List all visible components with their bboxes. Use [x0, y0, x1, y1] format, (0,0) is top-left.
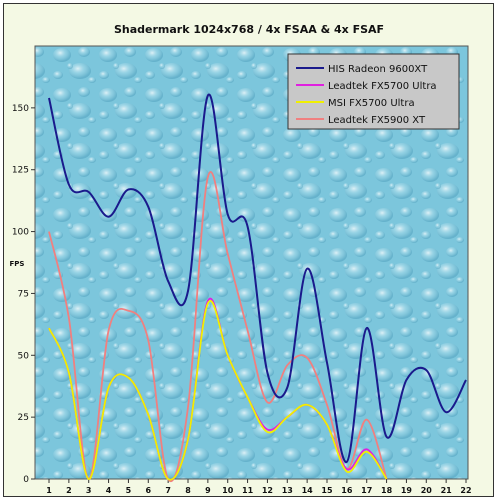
legend-label: Leadtek FX5700 Ultra — [328, 81, 437, 92]
x-tick-label: 8 — [185, 486, 191, 495]
legend-box — [287, 53, 460, 130]
x-tick-label: 21 — [441, 486, 453, 495]
x-tick-label: 20 — [421, 486, 433, 495]
chart-frame: Shadermark 1024x768 / 4x FSAA & 4x FSAF … — [3, 3, 494, 497]
y-tick-label: 125 — [12, 166, 29, 176]
x-tick-label: 14 — [302, 486, 314, 495]
series-lines — [48, 93, 467, 482]
x-tick-label: 15 — [321, 486, 333, 495]
x-tick-label: 5 — [126, 486, 132, 495]
x-tick-label: 2 — [66, 486, 72, 495]
y-tick-label: 0 — [23, 475, 29, 485]
x-tick-label: 22 — [460, 486, 471, 495]
y-tick-label: 50 — [18, 351, 30, 361]
legend-label: MSI FX5700 Ultra — [328, 98, 415, 109]
legend-label: HIS Radeon 9600XT — [328, 64, 428, 75]
x-tick-label: 11 — [242, 486, 254, 495]
y-tick-label: 100 — [12, 228, 29, 238]
legend-label: Leadtek FX5900 XT — [328, 115, 426, 126]
x-tick-label: 12 — [262, 486, 273, 495]
series-line-3 — [48, 300, 388, 481]
series-line-1 — [48, 93, 467, 463]
y-tick-label: 150 — [12, 104, 29, 114]
x-tick-label: 13 — [282, 486, 293, 495]
y-tick-label: 25 — [18, 413, 29, 423]
x-tick-label: 4 — [106, 486, 112, 495]
x-tick-label: 19 — [401, 486, 413, 495]
x-tick-label: 18 — [381, 486, 393, 495]
x-tick-label: 16 — [341, 486, 353, 495]
x-tick-label: 1 — [46, 486, 52, 495]
legend: HIS Radeon 9600XT Leadtek FX5700 Ultra MSI… — [287, 53, 460, 130]
x-tick-label: 3 — [86, 486, 92, 495]
chart-svg: Shadermark 1024x768 / 4x FSAA & 4x FSAF … — [10, 23, 472, 495]
y-axis-label: FPS — [10, 260, 25, 268]
x-tick-label: 6 — [145, 486, 151, 495]
chart-title: Shadermark 1024x768 / 4x FSAA & 4x FSAF — [114, 23, 384, 36]
x-tick-label: 7 — [165, 486, 171, 495]
x-tick-label: 10 — [222, 486, 234, 495]
x-tick-label: 17 — [361, 486, 372, 495]
x-tick-label: 9 — [205, 486, 211, 495]
series-line-4 — [48, 171, 388, 482]
y-tick-label: 75 — [18, 289, 29, 299]
